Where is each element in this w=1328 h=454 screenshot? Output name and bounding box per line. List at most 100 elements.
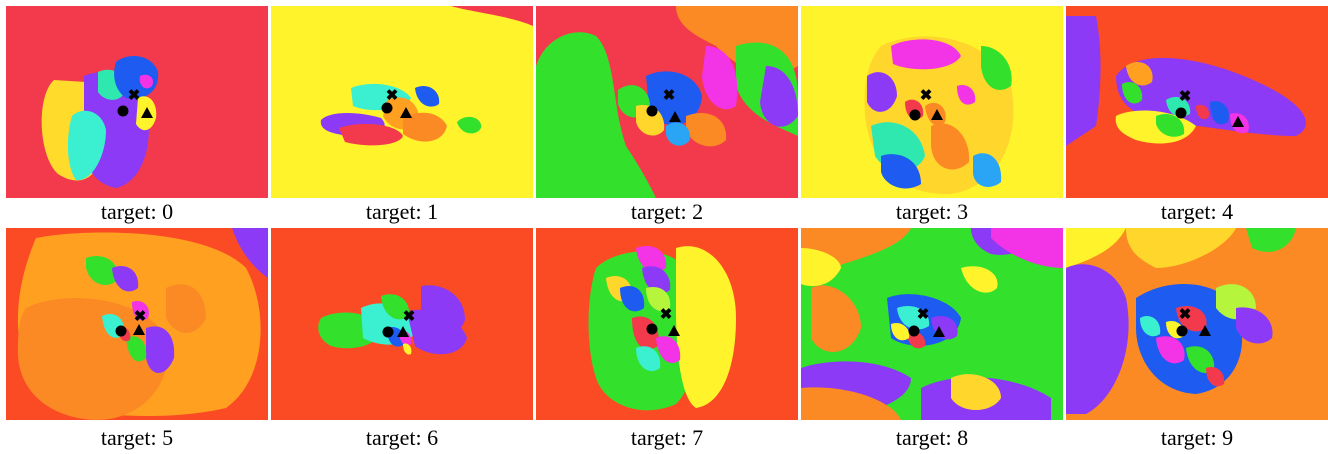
triangle-marker (1232, 116, 1244, 127)
panel-target-7: ✖ target: 7 (536, 228, 798, 450)
circle-marker (382, 326, 394, 338)
segment-region (646, 71, 702, 126)
segment-region (403, 343, 412, 355)
x-marker: ✖ (128, 88, 141, 104)
triangle-marker (933, 326, 945, 337)
triangle-marker (141, 107, 153, 118)
segmentation-map: ✖ (536, 228, 798, 420)
segment-region (1066, 264, 1129, 414)
x-marker: ✖ (917, 307, 930, 323)
triangle-marker (668, 325, 680, 336)
segmentation-map: ✖ (271, 6, 533, 198)
segment-region (686, 113, 727, 147)
circle-marker (1176, 325, 1188, 337)
segment-region (1156, 114, 1185, 137)
segment-region (1236, 307, 1273, 344)
segment-region (642, 266, 671, 294)
segment-region (620, 286, 645, 312)
segment-region (991, 228, 1063, 268)
panel-target-9: ✖ target: 9 (1066, 228, 1328, 450)
circle-marker (646, 323, 658, 335)
panel-target-6: ✖ target: 6 (271, 228, 533, 450)
segmentation-map: ✖ (801, 6, 1063, 198)
segment-region (232, 228, 268, 278)
triangle-marker (400, 107, 412, 118)
panel-caption: target: 6 (365, 425, 439, 450)
segment-region (1140, 315, 1161, 337)
segment-region (86, 256, 119, 285)
panel-caption: target: 0 (100, 199, 174, 224)
segment-region (801, 387, 901, 420)
segment-region (1186, 346, 1215, 374)
segment-region (801, 248, 841, 287)
segment-region (67, 110, 106, 181)
segmentation-map: ✖ (271, 228, 533, 420)
segment-region (897, 306, 930, 330)
panel-caption: target: 4 (1160, 199, 1234, 224)
segment-region (1066, 228, 1126, 268)
segment-region (1156, 336, 1185, 364)
segmentation-map: ✖ (1066, 6, 1328, 198)
segment-region (957, 84, 976, 105)
triangle-marker (1199, 325, 1211, 336)
segment-region (1066, 16, 1101, 146)
segment-region (636, 246, 667, 272)
circle-marker (909, 109, 921, 121)
segment-region (17, 298, 168, 420)
segment-region (166, 284, 206, 333)
panel-target-0: ✖ target: 0 (6, 6, 268, 224)
segment-region (112, 266, 139, 292)
triangle-marker (669, 111, 681, 122)
segment-region (702, 46, 738, 110)
segmentation-map: ✖ (6, 6, 268, 198)
panel-caption: target: 1 (365, 199, 439, 224)
panel-caption: target: 9 (1160, 425, 1234, 450)
segment-region (891, 39, 961, 70)
segment-region (931, 123, 970, 170)
panel-caption: target: 7 (630, 425, 704, 450)
segment-region (973, 153, 1002, 187)
panel-target-5: ✖ target: 5 (6, 228, 268, 450)
segment-region (1210, 101, 1229, 125)
segment-region (1176, 306, 1207, 332)
x-marker: ✖ (920, 88, 933, 104)
segment-region (666, 122, 691, 146)
panel-target-4: ✖ target: 4 (1066, 6, 1328, 224)
circle-marker (1175, 107, 1187, 119)
segment-region (676, 246, 736, 408)
x-marker: ✖ (663, 88, 676, 104)
panel-caption: target: 2 (630, 199, 704, 224)
x-marker: ✖ (386, 88, 399, 104)
panel-target-2: ✖ target: 2 (536, 6, 798, 224)
circle-marker (117, 105, 129, 117)
segment-region (1196, 104, 1210, 120)
segment-region (891, 322, 910, 341)
segment-region (867, 72, 897, 112)
x-marker: ✖ (403, 309, 416, 325)
x-marker: ✖ (1179, 89, 1192, 105)
segment-region (646, 286, 671, 312)
segment-region (961, 266, 998, 293)
segment-region (1122, 81, 1143, 104)
segment-region (951, 374, 1001, 410)
panel-target-3: ✖ target: 3 (801, 6, 1063, 224)
segment-region (636, 346, 661, 372)
segmentation-map: ✖ (801, 228, 1063, 420)
segment-region (760, 66, 798, 127)
segment-region (415, 85, 440, 107)
segment-region (1206, 366, 1225, 387)
triangle-marker (397, 326, 409, 337)
x-marker: ✖ (1179, 307, 1192, 323)
circle-marker (646, 105, 658, 117)
segment-region (1136, 284, 1243, 394)
segment-region (431, 6, 533, 26)
panel-caption: target: 5 (100, 425, 174, 450)
segmentation-map: ✖ (6, 228, 268, 420)
x-marker: ✖ (660, 307, 673, 323)
segment-region (146, 326, 175, 373)
segment-region (536, 32, 656, 198)
circle-marker (908, 325, 920, 337)
segmentation-map: ✖ (536, 6, 798, 198)
segment-region (981, 46, 1012, 90)
